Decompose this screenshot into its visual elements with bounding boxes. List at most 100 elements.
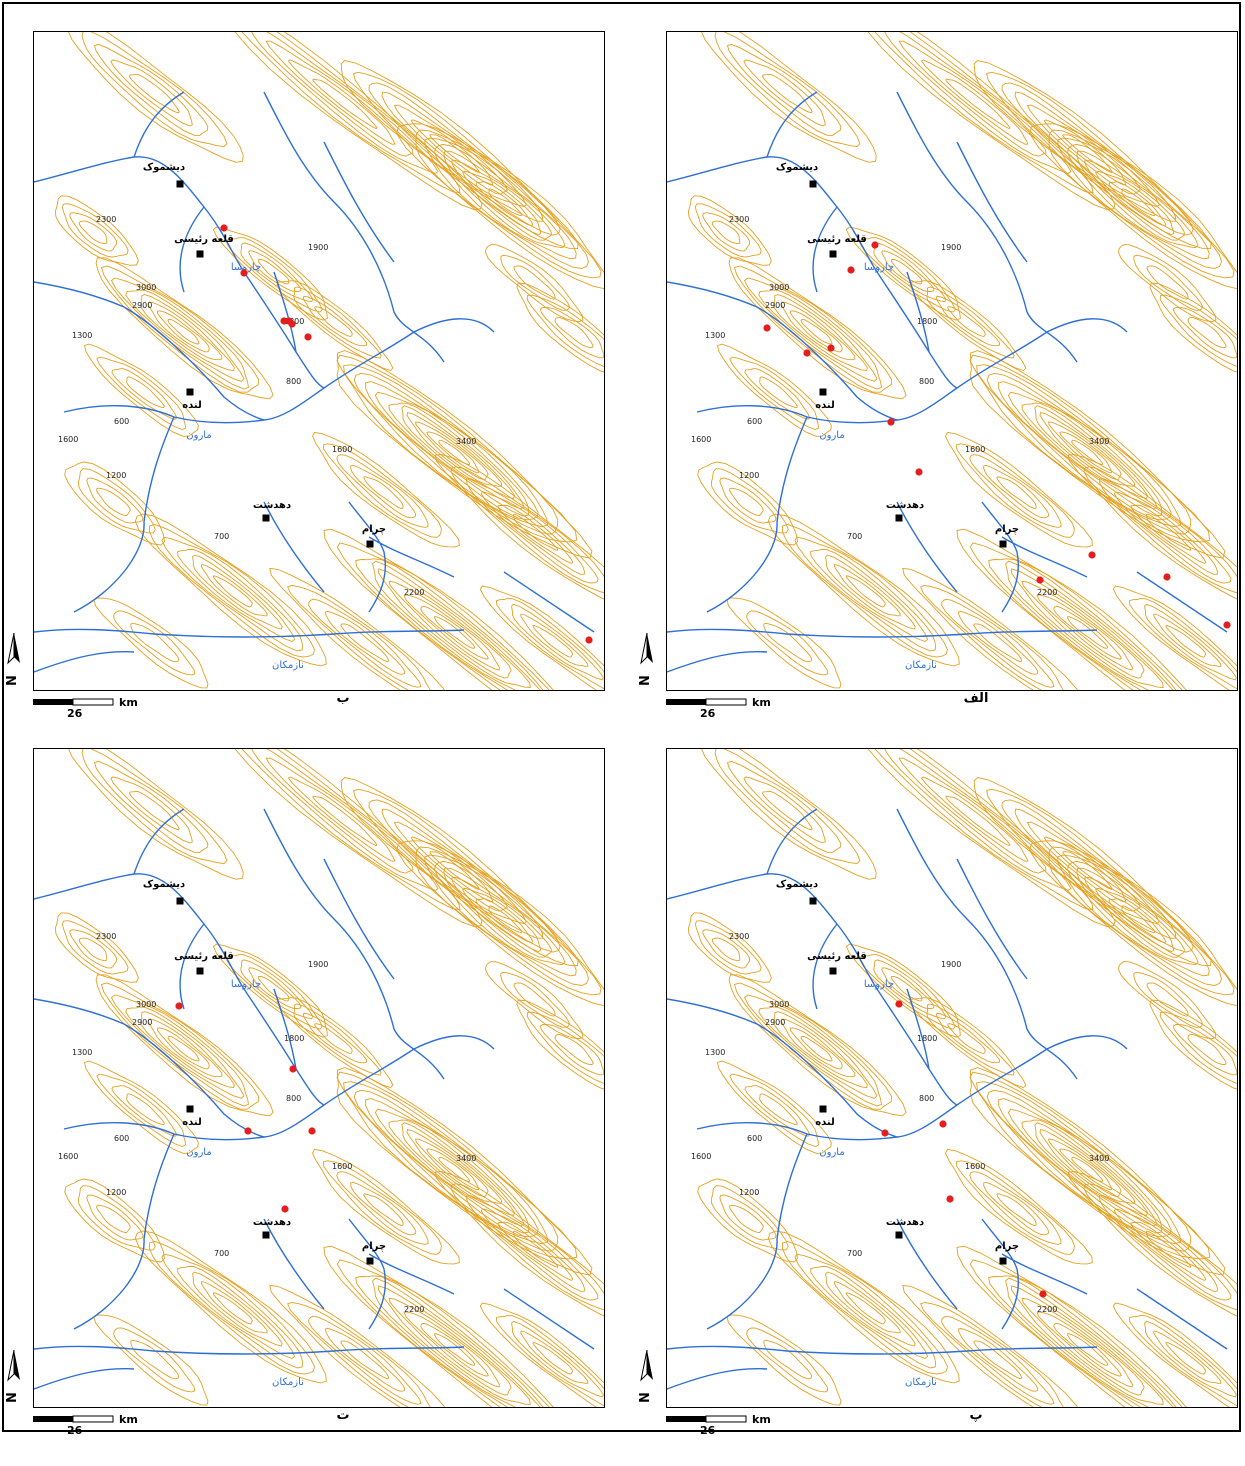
site-point [887,418,895,426]
contour-line [1165,1342,1207,1375]
contour-line [466,478,599,584]
contour-line [554,316,594,348]
contour-line [833,563,901,617]
contour-line [988,558,1177,690]
contour-line [429,134,480,174]
site-point [585,636,593,644]
contour-line [64,461,165,546]
contour-line [1048,129,1235,279]
contour-line [497,1221,574,1281]
elevation-label: 3000 [769,283,789,292]
contour-line [77,1185,156,1251]
contour-line [363,1193,404,1227]
contour-line [1059,1148,1113,1191]
elevation-label: 3400 [456,1154,476,1163]
contour-line [762,790,813,831]
map-frame: 2300 3000 2900 1300 1800 800 600 1600 1200 1900 16… [33,748,605,1408]
contour-line [1133,971,1203,1028]
contour-line [935,295,1000,347]
contour-line [711,937,741,962]
contour-line [729,487,764,516]
contour-line [287,59,396,145]
contour-line [434,143,577,260]
contour-line [983,464,1050,519]
contour-line [898,40,1047,157]
contour-line [1067,1171,1237,1317]
panel-caption: ب [336,691,350,706]
contour-line [69,929,117,969]
contour-line [308,1315,422,1405]
contour-line [758,289,878,382]
contour-line [909,997,1027,1089]
contour-line [192,1271,283,1347]
river-line [179,206,205,293]
contour-line [336,354,578,543]
contour-line [986,372,1181,528]
contour-line [513,265,556,300]
contour-line [381,91,527,208]
settlement-marker [829,250,837,258]
settlement-marker [176,180,184,188]
contour-line [479,585,604,690]
contour-line [1145,1230,1192,1268]
contour-line [336,1171,429,1245]
contour-line [1071,1156,1104,1182]
contour-line [495,1315,604,1407]
contour-line [111,368,178,420]
contour-line [129,790,180,831]
river-line [63,1035,495,1141]
figure-frame [2,2,1241,1432]
river-line [667,1367,768,1390]
contour-line [782,524,948,658]
contour-line [248,250,302,292]
contour-line [1062,134,1113,174]
topographic-map: 2300 3000 2900 1300 1800 800 600 1600 1200 1900 16… [667,32,1237,690]
river-line [896,1218,958,1310]
contour-line [719,477,777,524]
contour-line [1128,598,1237,690]
river-line [706,1133,808,1330]
contour-line [451,159,552,241]
river-name: مارون [819,430,844,441]
contour-line [1067,454,1237,600]
contour-line [898,757,1047,874]
contour-line [212,1292,253,1325]
contour-line [415,421,489,481]
contour-line [429,851,480,891]
map-footer: ت 26 km [33,1408,605,1448]
site-point [280,317,288,325]
contour-line [1011,1285,1164,1405]
contour-line [312,78,378,130]
river-name: نازمکان [272,660,304,671]
contour-line [68,749,244,880]
contour-lines [54,749,604,1407]
map-panel-te: 2300 3000 2900 1300 1800 800 600 1600 1200 1900 16… [5,748,605,1466]
scale-value: 26 [67,707,83,720]
contour-line [1187,1033,1227,1065]
contour-line [697,1178,798,1263]
contour-line [336,454,429,528]
contour-line [1153,1330,1222,1384]
contour-line [200,1280,268,1334]
contour-line [257,258,290,285]
contour-line [100,265,260,393]
elevation-label: 3000 [136,283,156,292]
contour-line [1029,123,1237,290]
scale-bar [666,698,747,706]
map-frame: 2300 3000 2900 1300 1800 800 600 1600 1200 1900 16… [666,748,1238,1408]
elevation-label: 2900 [132,301,152,310]
elevation-label: 700 [214,1249,229,1258]
river-line [981,501,1019,613]
contour-line [782,1241,948,1375]
elevation-label: 1200 [739,1188,759,1197]
contour-line [1146,265,1189,300]
contour-line [945,795,1011,847]
contour-line [763,1339,813,1380]
contour-line [450,466,604,594]
contour-line [61,920,129,975]
contour-line [767,1230,960,1384]
contour-line [1083,466,1237,594]
site-point [847,266,855,274]
contour-line [434,1333,476,1366]
river-line [706,416,808,613]
